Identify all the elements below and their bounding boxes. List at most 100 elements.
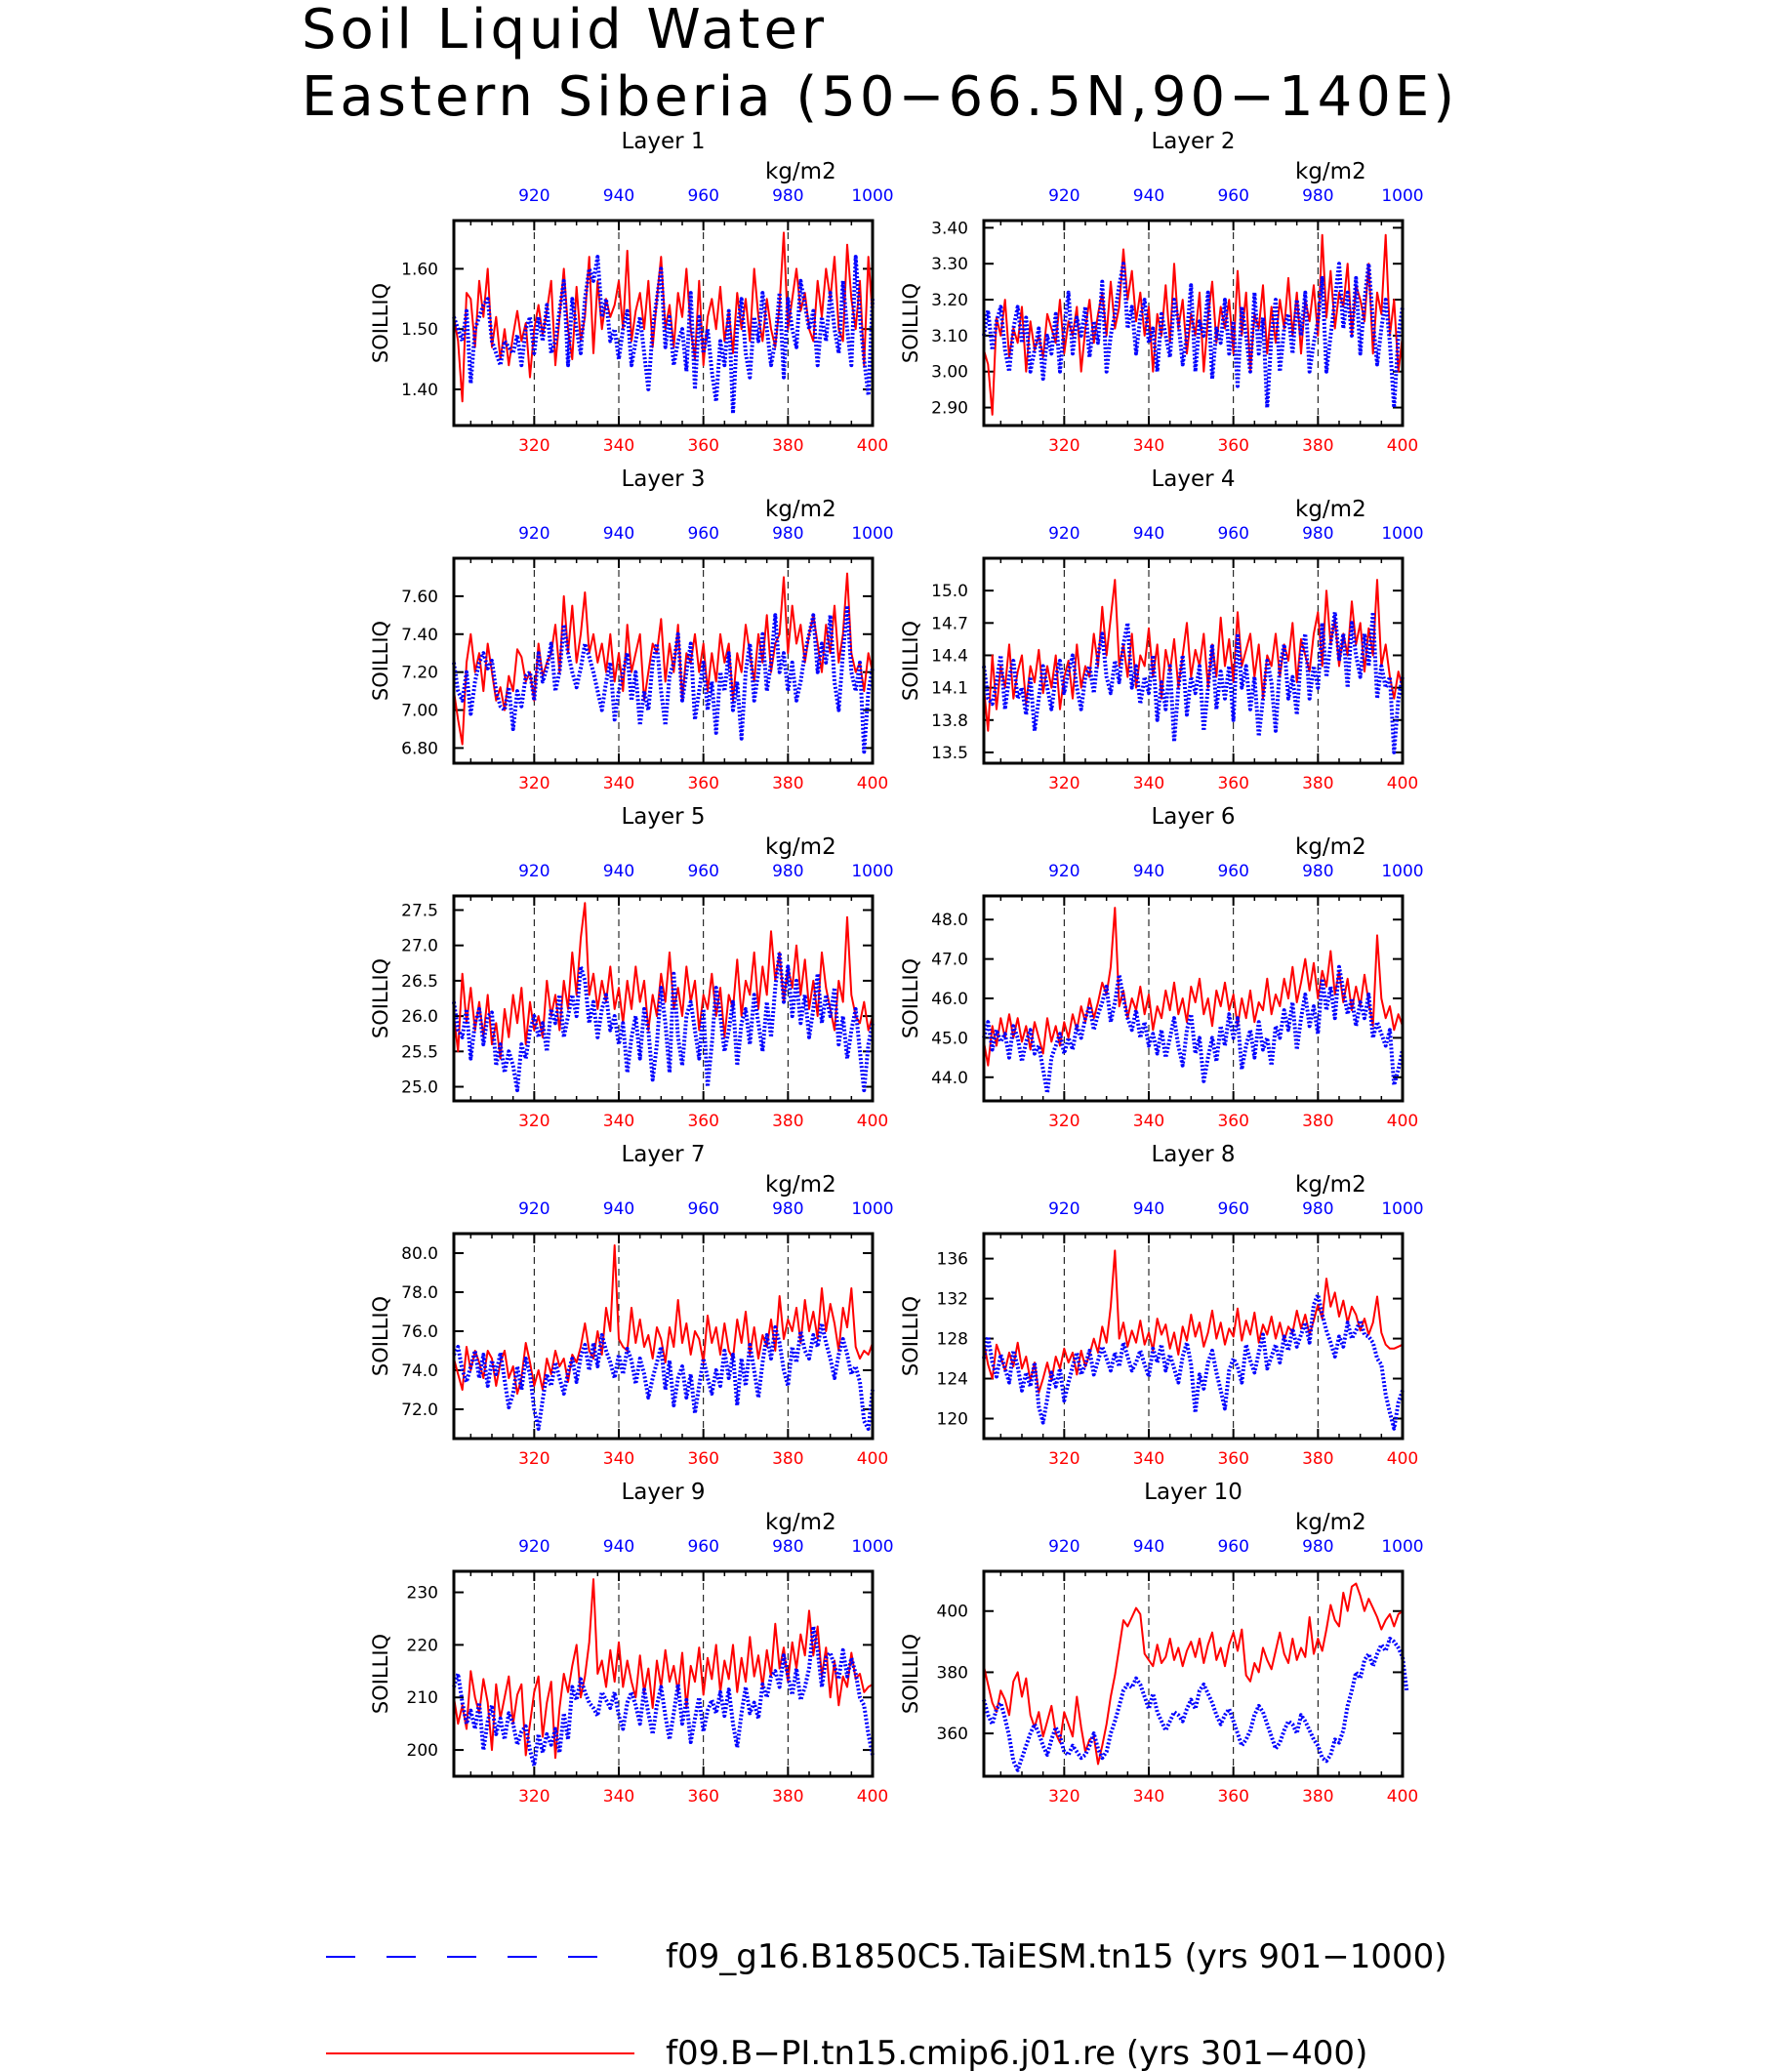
panel-layer-5: Layer 5 kg/m2 SOILLIQ 320 340 360 380 400 920 940… — [369, 804, 894, 1131]
y-tick-label: 3.10 — [931, 327, 968, 346]
series-line-red — [983, 1582, 1404, 1766]
x-top-tick-label: 960 — [687, 862, 718, 881]
y-tick-label: 1.50 — [401, 320, 438, 340]
plot-frame — [982, 219, 1405, 427]
series-line-red — [453, 1578, 874, 1760]
y-tick-label: 124 — [937, 1370, 968, 1390]
x-bottom-tick-label: 340 — [1133, 774, 1164, 793]
y-axis-label: SOILLIQ — [369, 283, 392, 363]
x-top-tick-label: 940 — [603, 862, 634, 881]
x-bottom-tick-label: 400 — [1387, 1449, 1418, 1469]
y-tick-label: 78.0 — [401, 1283, 438, 1303]
unit-label: kg/m2 — [1295, 834, 1366, 860]
y-axis-label: SOILLIQ — [899, 283, 922, 363]
x-bottom-tick-label: 380 — [1302, 1787, 1333, 1807]
y-tick-label: 25.0 — [401, 1078, 438, 1098]
unit-label: kg/m2 — [1295, 1172, 1366, 1198]
x-top-tick-label: 980 — [772, 1199, 803, 1219]
series-line-blue — [982, 1637, 1409, 1772]
x-top-tick-label: 1000 — [851, 862, 893, 881]
y-tick-label: 7.40 — [401, 626, 438, 645]
x-top-tick-label: 920 — [1048, 1537, 1079, 1557]
x-top-tick-label: 1000 — [851, 524, 893, 544]
y-tick-label: 14.7 — [931, 614, 968, 633]
plot-frame — [982, 1232, 1405, 1441]
x-bottom-tick-label: 320 — [1048, 436, 1079, 456]
unit-label: kg/m2 — [765, 1510, 836, 1535]
x-top-tick-label: 920 — [518, 1537, 550, 1557]
x-bottom-tick-label: 320 — [1048, 1787, 1079, 1807]
figure-title-line1: Soil Liquid Water — [302, 0, 828, 61]
y-tick-label: 360 — [937, 1725, 968, 1744]
y-tick-label: 220 — [407, 1636, 438, 1655]
y-tick-label: 7.20 — [401, 664, 438, 683]
y-tick-label: 1.40 — [401, 381, 438, 400]
x-top-tick-label: 960 — [687, 1537, 718, 1557]
x-bottom-tick-label: 400 — [1387, 774, 1418, 793]
x-bottom-tick-label: 320 — [518, 1787, 550, 1807]
y-tick-label: 136 — [937, 1250, 968, 1270]
panel-layer-6: Layer 6 kg/m2 SOILLIQ 320 340 360 380 400 920 940… — [899, 804, 1424, 1131]
series-line-red — [453, 902, 874, 1060]
series-line-blue — [452, 255, 875, 416]
y-tick-label: 7.60 — [401, 588, 438, 607]
x-bottom-tick-label: 380 — [1302, 1112, 1333, 1131]
x-top-tick-label: 940 — [1133, 1537, 1164, 1557]
x-top-tick-label: 940 — [603, 1537, 634, 1557]
x-top-tick-label: 980 — [1302, 186, 1333, 206]
x-bottom-tick-label: 320 — [518, 436, 550, 456]
x-bottom-tick-label: 400 — [857, 1787, 888, 1807]
x-top-tick-label: 960 — [687, 186, 718, 206]
panel-title: Layer 6 — [1151, 804, 1235, 830]
x-top-tick-label: 980 — [772, 524, 803, 544]
y-tick-label: 46.0 — [931, 990, 968, 1009]
y-tick-label: 128 — [937, 1330, 968, 1350]
unit-label: kg/m2 — [1295, 497, 1366, 522]
x-bottom-tick-label: 400 — [1387, 1787, 1418, 1807]
plot-frame — [982, 556, 1405, 765]
x-bottom-tick-label: 400 — [1387, 1112, 1418, 1131]
x-top-tick-label: 960 — [1217, 186, 1248, 206]
x-top-tick-label: 920 — [1048, 1199, 1079, 1219]
x-top-tick-label: 920 — [1048, 524, 1079, 544]
x-top-tick-label: 1000 — [851, 1537, 893, 1557]
x-bottom-tick-label: 360 — [687, 1787, 718, 1807]
panel-title: Layer 8 — [1151, 1142, 1235, 1167]
panel-layer-8: Layer 8 kg/m2 SOILLIQ 320 340 360 380 400 920 940… — [899, 1142, 1424, 1469]
x-bottom-tick-label: 320 — [518, 774, 550, 793]
panel-title: Layer 9 — [621, 1480, 705, 1505]
series-line-blue — [452, 603, 875, 754]
x-bottom-tick-label: 360 — [1217, 1112, 1248, 1131]
x-bottom-tick-label: 360 — [687, 774, 718, 793]
y-axis-label: SOILLIQ — [369, 958, 392, 1038]
y-tick-label: 45.0 — [931, 1029, 968, 1048]
plot-frame — [452, 894, 875, 1103]
y-axis-label: SOILLIQ — [899, 1296, 922, 1376]
panel-title: Layer 10 — [1144, 1480, 1242, 1505]
y-tick-label: 47.0 — [931, 951, 968, 970]
plot-frame — [982, 894, 1405, 1103]
x-top-tick-label: 1000 — [851, 186, 893, 206]
x-top-tick-label: 980 — [772, 186, 803, 206]
y-tick-label: 210 — [407, 1688, 438, 1708]
x-bottom-tick-label: 400 — [857, 1112, 888, 1131]
x-bottom-tick-label: 340 — [1133, 1787, 1164, 1807]
x-top-tick-label: 980 — [772, 1537, 803, 1557]
series-line-red — [983, 233, 1404, 416]
legend: f09_g16.B1850C5.TaiESM.tn15 (yrs 901−100… — [326, 1937, 1447, 2071]
plot-frame — [452, 1569, 875, 1778]
x-top-tick-label: 1000 — [1381, 1537, 1423, 1557]
x-top-tick-label: 920 — [518, 524, 550, 544]
y-tick-label: 26.5 — [401, 972, 438, 992]
x-bottom-tick-label: 340 — [603, 1449, 634, 1469]
y-tick-label: 74.0 — [401, 1361, 438, 1381]
x-top-tick-label: 920 — [518, 186, 550, 206]
panel-layer-4: Layer 4 kg/m2 SOILLIQ 320 340 360 380 400 920 940… — [899, 467, 1424, 793]
panel-layer-7: Layer 7 kg/m2 SOILLIQ 320 340 360 380 400 920 940… — [369, 1142, 894, 1469]
x-top-tick-label: 960 — [1217, 1199, 1248, 1219]
x-bottom-tick-label: 320 — [1048, 1449, 1079, 1469]
x-bottom-tick-label: 400 — [857, 1449, 888, 1469]
y-tick-label: 200 — [407, 1741, 438, 1761]
panel-layer-9: Layer 9 kg/m2 SOILLIQ 320 340 360 380 400 920 940… — [369, 1480, 894, 1807]
